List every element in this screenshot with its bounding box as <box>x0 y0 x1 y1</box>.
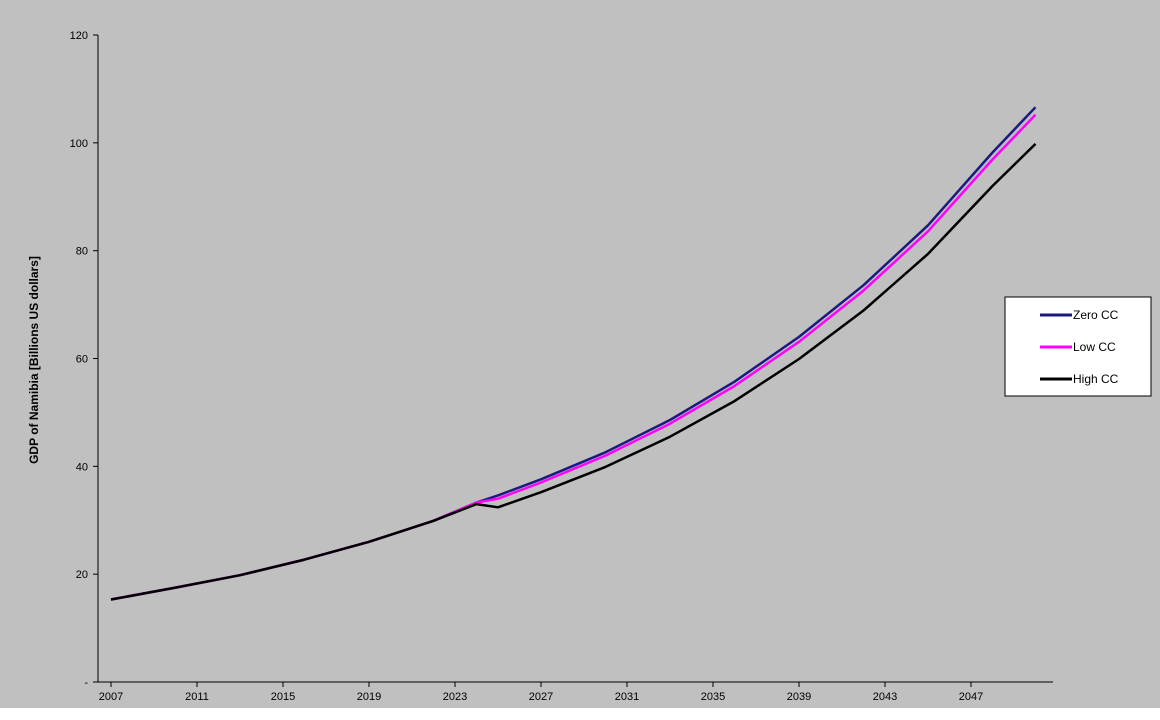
y-tick-label: 40 <box>76 461 88 473</box>
legend-items: Zero CC Low CC High CC <box>1040 308 1119 386</box>
y-tick-label: 20 <box>76 569 88 581</box>
x-tick-label: 2023 <box>443 691 467 703</box>
legend-label-high-cc: High CC <box>1073 372 1119 386</box>
series-line-high-cc <box>110 143 1037 601</box>
x-tick-label: 2031 <box>615 691 639 703</box>
legend-box <box>1004 296 1152 397</box>
x-tick-label: 2019 <box>357 691 381 703</box>
x-tick-label: 2015 <box>271 691 295 703</box>
x-tick-label: 2027 <box>529 691 553 703</box>
series-lines <box>110 106 1037 601</box>
y-tick-label: 80 <box>76 246 88 258</box>
x-tick-label: 2047 <box>959 691 983 703</box>
x-tick-label: 2043 <box>873 691 897 703</box>
x-tick-label: 2007 <box>99 691 123 703</box>
x-tick-label: 2035 <box>701 691 725 703</box>
y-tick-label: 120 <box>70 30 88 42</box>
legend-label-zero-cc: Zero CC <box>1073 308 1119 322</box>
y-tick-label: 60 <box>76 354 88 366</box>
axes: - 20 40 60 80 100 120 2007 2011 2015 2019 2023 2027 2… <box>70 30 1053 703</box>
x-tick-label: 2039 <box>787 691 811 703</box>
x-tick-label: 2011 <box>185 691 209 703</box>
y-tick-label: 100 <box>70 138 88 150</box>
legend-label-low-cc: Low CC <box>1073 340 1116 354</box>
y-tick-label: - <box>84 677 88 689</box>
legend: Zero CC Low CC High CC <box>1004 296 1152 397</box>
y-axis-title: GDP of Namibia [Billions US dollars] <box>27 256 41 464</box>
